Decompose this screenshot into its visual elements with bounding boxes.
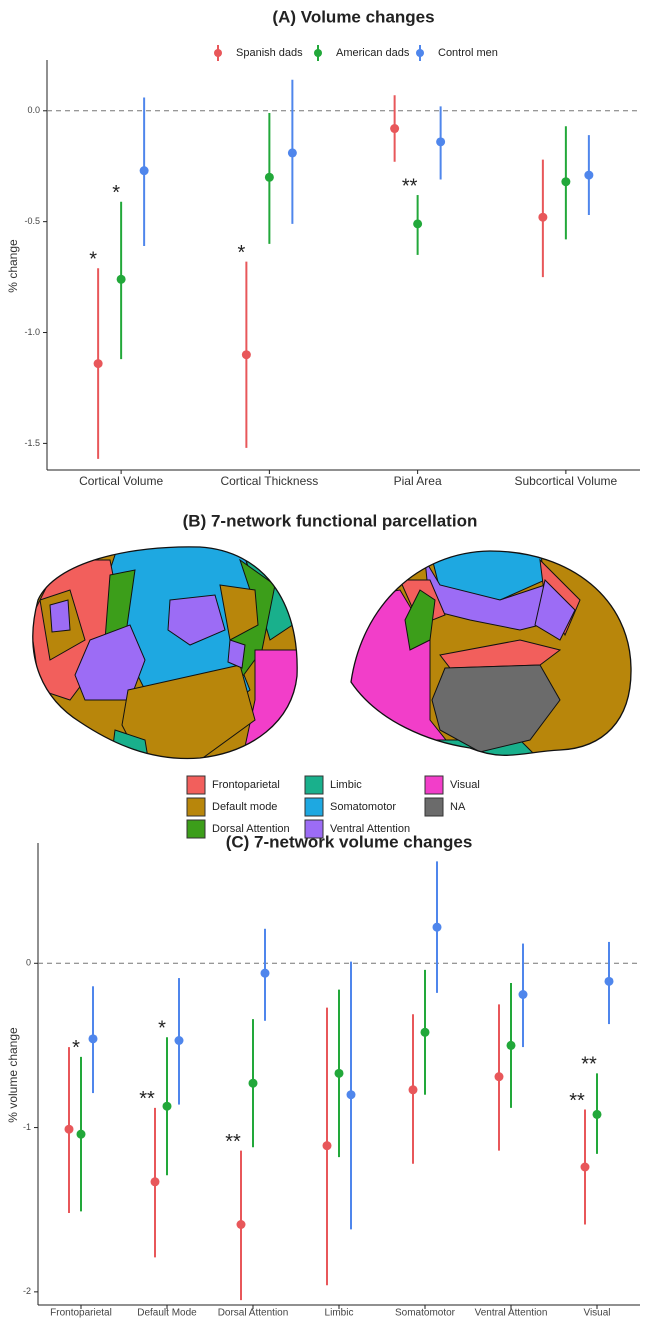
point [561,177,570,186]
x-tick-label: Somatomotor [395,1308,456,1319]
legend-swatch [305,776,323,794]
significance-star: * [158,1017,166,1039]
legend-swatch [187,798,205,816]
significance-star: ** [139,1088,155,1110]
region [50,600,70,632]
legend-label: Control men [438,47,498,59]
significance-star: * [89,248,97,270]
point [581,1163,590,1172]
point [117,275,126,284]
point [605,977,614,986]
point [495,1072,504,1081]
point [413,219,422,228]
legend-label: Somatomotor [330,801,396,813]
y-tick-label: -1.5 [24,438,40,448]
x-tick-label: Cortical Volume [79,474,163,488]
brain-lateral [0,540,320,770]
point [507,1041,516,1050]
legend-label: Spanish dads [236,47,303,59]
point [421,1028,430,1037]
x-tick-label: Default Mode [137,1308,197,1319]
point [584,171,593,180]
point [175,1036,184,1045]
point [288,148,297,157]
point [151,1177,160,1186]
y-tick-label: 0.0 [27,105,40,115]
x-tick-label: Cortical Thickness [220,474,318,488]
point [433,923,442,932]
point [265,173,274,182]
y-tick-label: -1 [23,1122,31,1132]
point [237,1220,246,1229]
point [335,1069,344,1078]
y-axis-label: % volume change [6,1027,20,1123]
point [519,990,528,999]
x-tick-label: Limbic [325,1308,354,1319]
point [94,359,103,368]
significance-star: * [237,242,245,264]
chart-title: (B) 7-network functional parcellation [183,511,478,530]
point [249,1079,258,1088]
x-tick-label: Pial Area [394,474,442,488]
point [140,166,149,175]
legend-swatch [425,776,443,794]
legend-label: Frontoparietal [212,779,280,791]
significance-star: ** [569,1090,585,1112]
significance-star: ** [225,1131,241,1153]
legend-swatch [425,798,443,816]
point [323,1141,332,1150]
figure: (A) Volume changes % change 0.0 -0.5 -1.0 -1.… [0,0,646,1321]
y-tick-label: -2 [23,1286,31,1296]
legend-label: Visual [450,779,480,791]
legend-label: Limbic [330,779,362,791]
legend-label: American dads [336,47,410,59]
y-tick-label: -0.5 [24,216,40,226]
point [77,1130,86,1139]
point [593,1110,602,1119]
legend-point [214,49,222,57]
point [65,1125,74,1134]
significance-star: ** [581,1054,597,1076]
significance-star: * [112,182,120,204]
legend-swatch [305,798,323,816]
legend-point [416,49,424,57]
point [538,213,547,222]
y-tick-label: 0 [26,958,31,968]
point [390,124,399,133]
point [163,1102,172,1111]
y-axis-label: % change [6,239,20,293]
significance-star: * [72,1037,80,1059]
chart-title: (A) Volume changes [272,7,434,26]
point [261,969,270,978]
x-tick-label: Subcortical Volume [515,474,618,488]
y-tick-label: -1.0 [24,327,40,337]
significance-star: ** [402,175,418,197]
x-tick-label: Ventral Attention [475,1308,548,1319]
point [242,350,251,359]
legend-label: Default mode [212,801,277,813]
x-tick-label: Frontoparietal [50,1308,112,1319]
legend-swatch [187,776,205,794]
x-tick-label: Visual [583,1308,610,1319]
legend-point [314,49,322,57]
brain-medial [340,540,640,770]
chart-title: (C) 7-network volume changes [226,832,473,851]
point [89,1034,98,1043]
legend-label: NA [450,801,466,813]
point [436,137,445,146]
point [347,1090,356,1099]
x-tick-label: Dorsal Attention [218,1308,289,1319]
point [409,1085,418,1094]
legend-swatch [187,820,205,838]
